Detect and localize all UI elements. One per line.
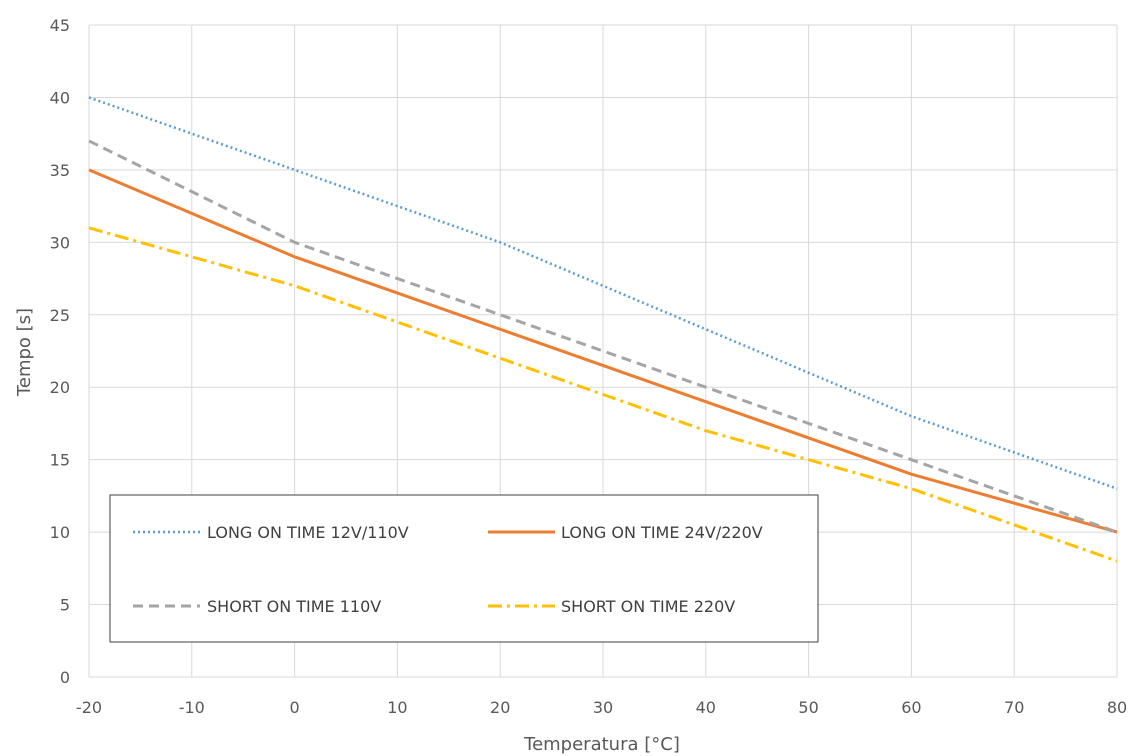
- y-tick-label: 5: [60, 596, 70, 615]
- x-tick-label: 60: [901, 698, 921, 717]
- x-axis-title: Temperatura [°C]: [523, 734, 680, 755]
- legend-box: [109, 494, 819, 643]
- series-line-2: [88, 139, 1118, 534]
- legend: LONG ON TIME 12V/110V LONG ON TIME 24V/2…: [109, 494, 819, 643]
- y-axis-title: Tempo [s]: [14, 308, 35, 397]
- y-tick-label: 30: [50, 233, 70, 252]
- y-tick-label: 20: [50, 378, 70, 397]
- y-tick-label: 25: [50, 306, 70, 325]
- legend-label-short-220v: SHORT ON TIME 220V: [561, 597, 735, 616]
- x-tick-label: -10: [179, 698, 205, 717]
- y-tick-label: 0: [60, 668, 70, 687]
- x-tick-label: 20: [490, 698, 510, 717]
- x-tick-label: 0: [290, 698, 300, 717]
- series-line-0: [88, 96, 1118, 490]
- series-lines: [88, 96, 1118, 563]
- legend-item-long-24v: LONG ON TIME 24V/220V: [488, 523, 763, 542]
- legend-label-short-110v: SHORT ON TIME 110V: [207, 597, 381, 616]
- y-tick-label: 10: [50, 523, 70, 542]
- x-tick-label: 10: [387, 698, 407, 717]
- y-tick-label: 45: [50, 16, 70, 35]
- legend-item-long-12v: LONG ON TIME 12V/110V: [133, 523, 409, 542]
- y-tick-label: 40: [50, 88, 70, 107]
- x-tick-label: 40: [696, 698, 716, 717]
- series-line-1: [88, 168, 1118, 534]
- x-tick-labels: -20 -10 0 10 20 30 40 50 60 70 80: [76, 698, 1127, 717]
- y-tick-label: 35: [50, 161, 70, 180]
- series-line-3: [88, 226, 1118, 563]
- legend-label-long-24v: LONG ON TIME 24V/220V: [561, 523, 763, 542]
- legend-item-short-110v: SHORT ON TIME 110V: [133, 597, 381, 616]
- y-tick-labels: 0 5 10 15 20 25 30 35 40 45: [50, 16, 70, 687]
- y-tick-label: 15: [50, 451, 70, 470]
- legend-label-long-12v: LONG ON TIME 12V/110V: [207, 523, 409, 542]
- legend-item-short-220v: SHORT ON TIME 220V: [488, 597, 735, 616]
- x-tick-label: 70: [1004, 698, 1024, 717]
- x-tick-label: -20: [76, 698, 102, 717]
- x-tick-label: 50: [798, 698, 818, 717]
- x-tick-label: 30: [593, 698, 613, 717]
- x-tick-label: 80: [1107, 698, 1127, 717]
